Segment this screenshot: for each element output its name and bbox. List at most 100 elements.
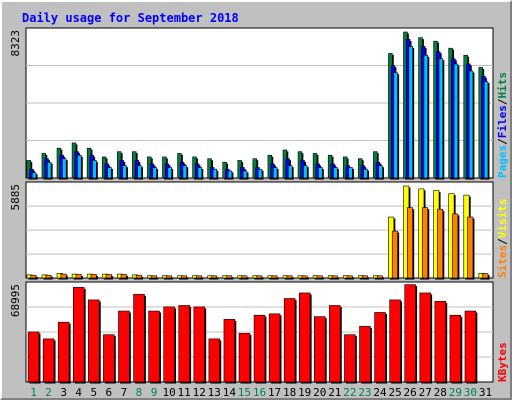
bar-kbytes-29	[449, 314, 462, 383]
bar-visits-21-shadow	[329, 277, 336, 280]
day-label-12: 12	[193, 386, 206, 399]
day-label-11: 11	[178, 386, 191, 399]
bar-sites-5	[90, 274, 97, 279]
bar-sites-11	[181, 275, 188, 279]
legend-separator: /	[496, 138, 509, 145]
day-label-7: 7	[121, 386, 128, 399]
bar-kbytes-5	[88, 299, 100, 383]
bar-sites-15-shadow	[243, 277, 249, 280]
bar-visits-16-shadow	[254, 277, 260, 280]
day-label-4: 4	[75, 386, 82, 399]
legend-visits-sites: Sites/Visits	[496, 199, 509, 279]
bar-sites-13-shadow	[212, 277, 219, 280]
day-label-19: 19	[298, 386, 311, 399]
bar-sites-20-shadow	[318, 277, 324, 280]
bar-pages-29	[453, 63, 459, 179]
bar-pages-22	[348, 167, 353, 179]
day-label-5: 5	[90, 386, 97, 399]
bar-sites-17	[271, 275, 278, 279]
bar-pages-30	[468, 70, 474, 179]
bar-sites-4	[75, 274, 82, 279]
bar-visits-24-shadow	[374, 277, 381, 280]
day-label-23: 23	[358, 386, 371, 399]
bar-kbytes-11	[178, 305, 190, 383]
bar-sites-13	[211, 275, 218, 279]
bar-kbytes-10	[163, 306, 175, 383]
bar-kbytes-25	[389, 299, 401, 383]
bar-kbytes-27	[419, 292, 431, 383]
bar-kbytes-9	[148, 310, 160, 383]
legend-files: Files	[496, 105, 509, 138]
bar-sites-26	[406, 207, 413, 279]
bar-sites-17-shadow	[273, 277, 279, 280]
bar-sites-14	[226, 275, 233, 279]
day-label-21: 21	[328, 386, 341, 399]
bar-kbytes-1	[27, 331, 40, 383]
bar-sites-23	[361, 275, 368, 279]
bar-pages-18	[288, 165, 293, 179]
bar-sites-21	[331, 275, 338, 279]
max-label-visits-sites: 5885	[9, 184, 22, 211]
bar-sites-22	[346, 275, 353, 279]
bar-kbytes-26	[404, 284, 416, 383]
bar-kbytes-17	[268, 313, 281, 383]
bar-sites-25	[391, 230, 398, 279]
day-label-22: 22	[343, 386, 356, 399]
bar-visits-11-shadow	[179, 277, 185, 280]
bar-kbytes-23	[359, 326, 371, 383]
bar-visits-19-shadow	[299, 277, 305, 280]
bar-sites-22-shadow	[348, 277, 354, 280]
bar-kbytes-4	[73, 287, 85, 383]
legend-kbytes: KBytes	[496, 342, 509, 382]
bar-pages-9	[152, 167, 157, 179]
bar-kbytes-13	[208, 338, 221, 383]
bar-pages-28	[438, 58, 444, 179]
day-label-17: 17	[268, 386, 281, 399]
bar-kbytes-20	[314, 316, 326, 383]
bar-sites-27	[422, 207, 429, 279]
bar-sites-24	[376, 275, 383, 279]
bar-sites-12	[196, 275, 203, 279]
bar-pages-25	[393, 72, 398, 179]
day-label-30: 30	[464, 386, 477, 399]
legend-separator: /	[496, 98, 509, 105]
bar-visits-9-shadow	[148, 277, 155, 280]
bar-pages-17	[272, 167, 278, 179]
day-label-26: 26	[404, 386, 417, 399]
bar-sites-14-shadow	[228, 277, 234, 280]
bar-kbytes-12	[193, 306, 205, 383]
bar-sites-18	[286, 275, 293, 279]
bar-pages-4	[77, 154, 82, 179]
bar-sites-21-shadow	[333, 277, 339, 280]
bar-kbytes-18	[283, 298, 296, 383]
bar-pages-24	[378, 165, 383, 179]
bar-sites-10	[165, 275, 172, 279]
day-label-18: 18	[283, 386, 296, 399]
day-label-2: 2	[45, 386, 52, 399]
bar-sites-12-shadow	[197, 277, 204, 280]
bar-sites-31	[482, 273, 489, 279]
bar-kbytes-21	[329, 305, 341, 383]
day-label-9: 9	[151, 386, 158, 399]
bar-kbytes-24	[374, 312, 386, 383]
bar-kbytes-2	[42, 338, 55, 383]
bar-pages-11	[182, 165, 187, 179]
day-label-28: 28	[434, 386, 447, 399]
legend-pages: Pages	[496, 145, 509, 178]
day-label-20: 20	[313, 386, 326, 399]
legend-hits-files-pages: Pages/Files/Hits	[496, 72, 509, 178]
bar-visits-23-shadow	[359, 277, 366, 280]
bar-kbytes-8	[133, 294, 145, 383]
bar-sites-2	[45, 274, 52, 279]
bar-kbytes-7	[118, 310, 130, 383]
bar-visits-20-shadow	[314, 277, 321, 280]
bar-sites-24-shadow	[378, 277, 385, 280]
bar-sites-19	[301, 275, 308, 279]
bar-sites-16-shadow	[258, 277, 264, 280]
bar-pages-1	[31, 172, 37, 179]
bar-sites-15	[241, 275, 248, 279]
bar-sites-9-shadow	[152, 277, 159, 280]
bar-sites-16	[256, 275, 263, 279]
max-label-kbytes: 68995	[9, 284, 22, 317]
